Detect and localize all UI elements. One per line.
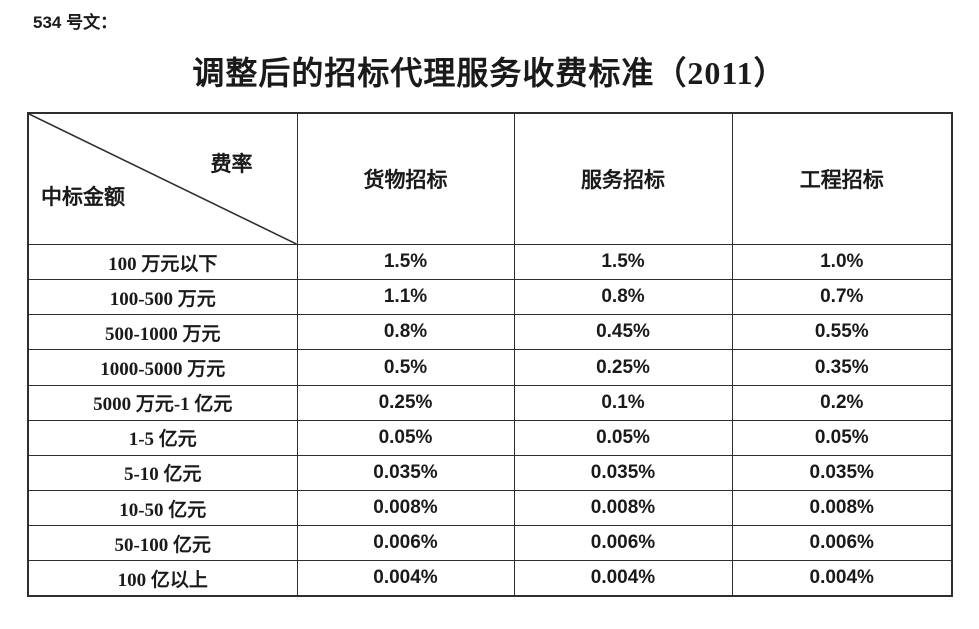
cell-value: 0.004%: [731, 560, 953, 597]
column-header-services: 服务招标: [513, 112, 733, 246]
row-label: 100 万元以下: [27, 244, 298, 281]
diagonal-divider-line: [29, 114, 296, 244]
cell-value: 0.05%: [513, 419, 733, 456]
table-row: 100-500 万元 1.1% 0.8% 0.7%: [27, 279, 953, 316]
cell-value: 0.2%: [731, 384, 953, 421]
table-row: 1-5 亿元 0.05% 0.05% 0.05%: [27, 419, 953, 456]
cell-value: 1.1%: [296, 279, 515, 316]
row-label: 500-1000 万元: [27, 314, 298, 351]
row-label: 1-5 亿元: [27, 419, 298, 456]
doc-number: 534 号文：: [33, 13, 118, 32]
table-row: 1000-5000 万元 0.5% 0.25% 0.35%: [27, 349, 953, 386]
corner-label-rate: 费率: [210, 152, 253, 176]
row-label: 100 亿以上: [27, 560, 298, 597]
cell-value: 0.035%: [731, 454, 953, 492]
column-header-goods: 货物招标: [296, 112, 515, 246]
row-label: 5-10 亿元: [27, 454, 298, 492]
cell-value: 1.0%: [731, 244, 953, 281]
cell-value: 0.7%: [731, 279, 953, 316]
cell-value: 0.5%: [296, 349, 515, 386]
row-label: 100-500 万元: [27, 279, 298, 316]
corner-label-amount: 中标金额: [41, 185, 125, 210]
table-row: 10-50 亿元 0.008% 0.008% 0.008%: [27, 490, 953, 527]
cell-value: 0.05%: [296, 419, 515, 456]
cell-value: 0.006%: [296, 525, 515, 562]
table-row: 5000 万元-1 亿元 0.25% 0.1% 0.2%: [27, 384, 953, 421]
row-label: 50-100 亿元: [27, 525, 298, 562]
cell-value: 1.5%: [296, 244, 515, 281]
fee-table: 费率 中标金额 货物招标 服务招标 工程招标 100 万元以下 1.5% 1.5…: [27, 112, 953, 597]
table-row: 5-10 亿元 0.035% 0.035% 0.035%: [27, 454, 953, 492]
cell-value: 0.008%: [731, 490, 953, 527]
cell-value: 0.05%: [731, 419, 953, 456]
row-label: 10-50 亿元: [27, 490, 298, 527]
fee-table-container: 费率 中标金额 货物招标 服务招标 工程招标 100 万元以下 1.5% 1.5…: [27, 112, 953, 597]
column-header-engineering: 工程招标: [731, 112, 953, 246]
cell-value: 0.035%: [513, 454, 733, 492]
cell-value: 0.25%: [513, 349, 733, 386]
table-row: 100 万元以下 1.5% 1.5% 1.0%: [27, 244, 953, 281]
cell-value: 0.8%: [296, 314, 515, 351]
cell-value: 0.8%: [513, 279, 733, 316]
table-header-row: 费率 中标金额 货物招标 服务招标 工程招标: [27, 112, 953, 246]
row-label: 5000 万元-1 亿元: [27, 384, 298, 421]
cell-value: 1.5%: [513, 244, 733, 281]
row-label: 1000-5000 万元: [27, 349, 298, 386]
corner-cell: 费率 中标金额: [27, 112, 298, 246]
cell-value: 0.004%: [513, 560, 733, 597]
cell-value: 0.035%: [296, 454, 515, 492]
cell-value: 0.1%: [513, 384, 733, 421]
cell-value: 0.004%: [296, 560, 515, 597]
cell-value: 0.008%: [513, 490, 733, 527]
cell-value: 0.006%: [731, 525, 953, 562]
page-title: 调整后的招标代理服务收费标准（2011）: [192, 55, 787, 91]
table-row: 50-100 亿元 0.006% 0.006% 0.006%: [27, 525, 953, 562]
cell-value: 0.55%: [731, 314, 953, 351]
table-row: 500-1000 万元 0.8% 0.45% 0.55%: [27, 314, 953, 351]
cell-value: 0.006%: [513, 525, 733, 562]
table-row: 100 亿以上 0.004% 0.004% 0.004%: [27, 560, 953, 597]
cell-value: 0.35%: [731, 349, 953, 386]
cell-value: 0.45%: [513, 314, 733, 351]
cell-value: 0.008%: [296, 490, 515, 527]
cell-value: 0.25%: [296, 384, 515, 421]
